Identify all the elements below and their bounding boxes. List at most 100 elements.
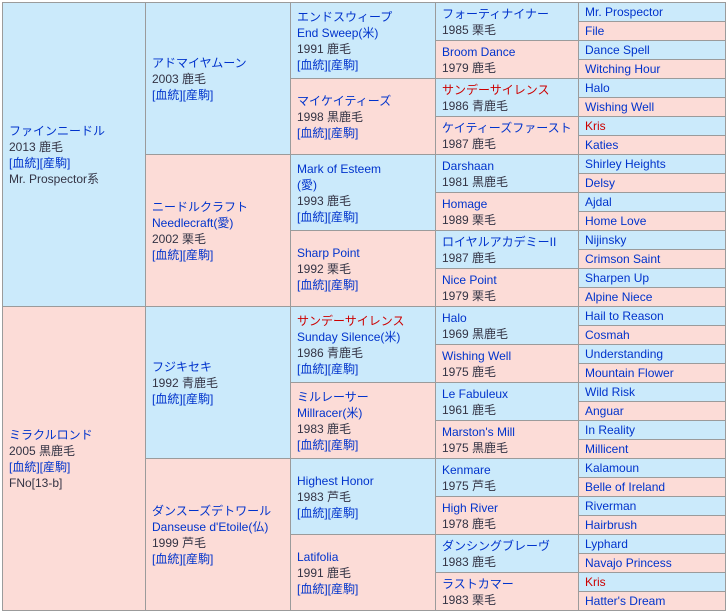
horse-name[interactable]: Home Love: [585, 214, 647, 228]
offspring-link[interactable]: [産駒]: [327, 209, 359, 224]
horse-name[interactable]: Belle of Ireland: [585, 480, 666, 494]
horse-name-en[interactable]: (愛): [297, 177, 317, 192]
horse-name[interactable]: Le Fabuleux: [442, 386, 509, 401]
blood-link[interactable]: [血統]: [9, 459, 40, 474]
horse-name[interactable]: Halo: [585, 81, 610, 95]
blood-link[interactable]: [血統]: [9, 155, 40, 170]
horse-name[interactable]: ダンシングブレーヴ: [442, 538, 551, 553]
horse-name[interactable]: Anguar: [585, 404, 624, 418]
offspring-link[interactable]: [産駒]: [182, 391, 214, 406]
horse-name-highlighted[interactable]: サンデーサイレンス: [442, 82, 550, 97]
blood-link[interactable]: [血統]: [152, 87, 183, 102]
horse-name[interactable]: Crimson Saint: [585, 252, 661, 266]
horse-name[interactable]: Wishing Well: [585, 100, 655, 114]
blood-link[interactable]: [血統]: [152, 391, 183, 406]
horse-name-en[interactable]: Sunday Silence(米): [297, 329, 401, 344]
horse-name[interactable]: Delsy: [585, 176, 616, 190]
offspring-link[interactable]: [産駒]: [182, 87, 214, 102]
offspring-link[interactable]: [産駒]: [39, 459, 71, 474]
horse-name[interactable]: Understanding: [585, 347, 664, 361]
horse-name[interactable]: ロイヤルアカデミーII: [442, 234, 557, 249]
horse-name[interactable]: Marston's Mill: [442, 424, 515, 439]
horse-name-highlighted[interactable]: Kris: [585, 119, 606, 133]
horse-name[interactable]: Hail to Reason: [585, 309, 664, 323]
horse-name[interactable]: Halo: [442, 310, 467, 325]
horse-name[interactable]: マイケイティーズ: [297, 93, 392, 108]
offspring-link[interactable]: [産駒]: [327, 125, 359, 140]
horse-info: 2002 栗毛: [152, 231, 207, 246]
horse-name-highlighted[interactable]: サンデーサイレンス: [297, 313, 405, 328]
horse-name[interactable]: Witching Hour: [585, 62, 661, 76]
horse-name[interactable]: Hatter's Dream: [585, 594, 666, 608]
horse-name[interactable]: File: [585, 24, 605, 38]
horse-name-highlighted[interactable]: Kris: [585, 575, 606, 589]
horse-name[interactable]: Riverman: [585, 499, 637, 513]
horse-name[interactable]: フジキセキ: [152, 359, 213, 374]
blood-link[interactable]: [血統]: [297, 125, 328, 140]
offspring-link[interactable]: [産駒]: [327, 361, 359, 376]
horse-name[interactable]: High River: [442, 500, 499, 515]
horse-name[interactable]: Latifolia: [297, 549, 339, 564]
offspring-link[interactable]: [産駒]: [327, 581, 359, 596]
horse-name[interactable]: Wild Risk: [585, 385, 635, 399]
offspring-link[interactable]: [産駒]: [327, 57, 359, 72]
offspring-link[interactable]: [産駒]: [39, 155, 71, 170]
horse-name[interactable]: Mark of Esteem: [297, 161, 382, 176]
horse-name[interactable]: In Reality: [585, 423, 636, 437]
pedigree-cell: Ajdal: [578, 192, 726, 212]
horse-name[interactable]: Nijinsky: [585, 233, 627, 247]
horse-name[interactable]: Navajo Princess: [585, 556, 672, 570]
horse-name[interactable]: エンドスウィープ: [297, 9, 393, 24]
horse-name[interactable]: Alpine Niece: [585, 290, 653, 304]
horse-name[interactable]: Shirley Heights: [585, 157, 666, 171]
horse-name-en[interactable]: Millracer(米): [297, 405, 363, 420]
horse-name[interactable]: ラストカマー: [442, 576, 514, 591]
horse-name[interactable]: Ajdal: [585, 195, 612, 209]
horse-name[interactable]: Dance Spell: [585, 43, 650, 57]
horse-name[interactable]: フォーティナイナー: [442, 6, 550, 21]
horse-name[interactable]: ミルレーサー: [297, 389, 369, 404]
horse-name[interactable]: Mr. Prospector: [585, 5, 664, 19]
blood-link[interactable]: [血統]: [297, 505, 328, 520]
blood-link[interactable]: [血統]: [297, 437, 328, 452]
offspring-link[interactable]: [産駒]: [327, 505, 359, 520]
horse-name[interactable]: Wishing Well: [442, 348, 512, 363]
offspring-link[interactable]: [産駒]: [327, 437, 359, 452]
pedigree-cell: Alpine Niece: [578, 287, 726, 307]
blood-link[interactable]: [血統]: [297, 209, 328, 224]
offspring-link[interactable]: [産駒]: [182, 551, 214, 566]
blood-link[interactable]: [血統]: [297, 277, 328, 292]
horse-name[interactable]: Highest Honor: [297, 473, 374, 488]
horse-name[interactable]: Kalamoun: [585, 461, 640, 475]
blood-link[interactable]: [血統]: [297, 581, 328, 596]
horse-name[interactable]: Katies: [585, 138, 619, 152]
horse-name[interactable]: ケイティーズファースト: [442, 120, 572, 135]
horse-name[interactable]: Kenmare: [442, 462, 491, 477]
horse-name[interactable]: Mountain Flower: [585, 366, 674, 380]
horse-name[interactable]: アドマイヤムーン: [152, 55, 247, 70]
horse-name-en[interactable]: End Sweep(米): [297, 25, 379, 40]
horse-name[interactable]: ダンスーズデトワール: [152, 503, 272, 518]
horse-name[interactable]: Sharpen Up: [585, 271, 650, 285]
horse-name[interactable]: Millicent: [585, 442, 629, 456]
horse-name[interactable]: Sharp Point: [297, 245, 360, 260]
horse-name[interactable]: Darshaan: [442, 158, 495, 173]
horse-name[interactable]: Broom Dance: [442, 44, 516, 59]
horse-name-en[interactable]: Danseuse d'Etoile(仏): [152, 519, 269, 534]
horse-name[interactable]: Cosmah: [585, 328, 630, 342]
blood-link[interactable]: [血統]: [297, 361, 328, 376]
horse-name[interactable]: Homage: [442, 196, 488, 211]
offspring-link[interactable]: [産駒]: [182, 247, 214, 262]
pedigree-cell: Crimson Saint: [578, 249, 726, 269]
horse-name[interactable]: ファインニードル: [9, 123, 106, 138]
blood-link[interactable]: [血統]: [297, 57, 328, 72]
horse-name-en[interactable]: Needlecraft(愛): [152, 215, 234, 230]
horse-name[interactable]: Hairbrush: [585, 518, 638, 532]
offspring-link[interactable]: [産駒]: [327, 277, 359, 292]
horse-name[interactable]: ミラクルロンド: [9, 427, 93, 442]
horse-name[interactable]: Lyphard: [585, 537, 628, 551]
horse-name[interactable]: ニードルクラフト: [152, 199, 249, 214]
blood-link[interactable]: [血統]: [152, 247, 183, 262]
horse-name[interactable]: Nice Point: [442, 272, 497, 287]
blood-link[interactable]: [血統]: [152, 551, 183, 566]
